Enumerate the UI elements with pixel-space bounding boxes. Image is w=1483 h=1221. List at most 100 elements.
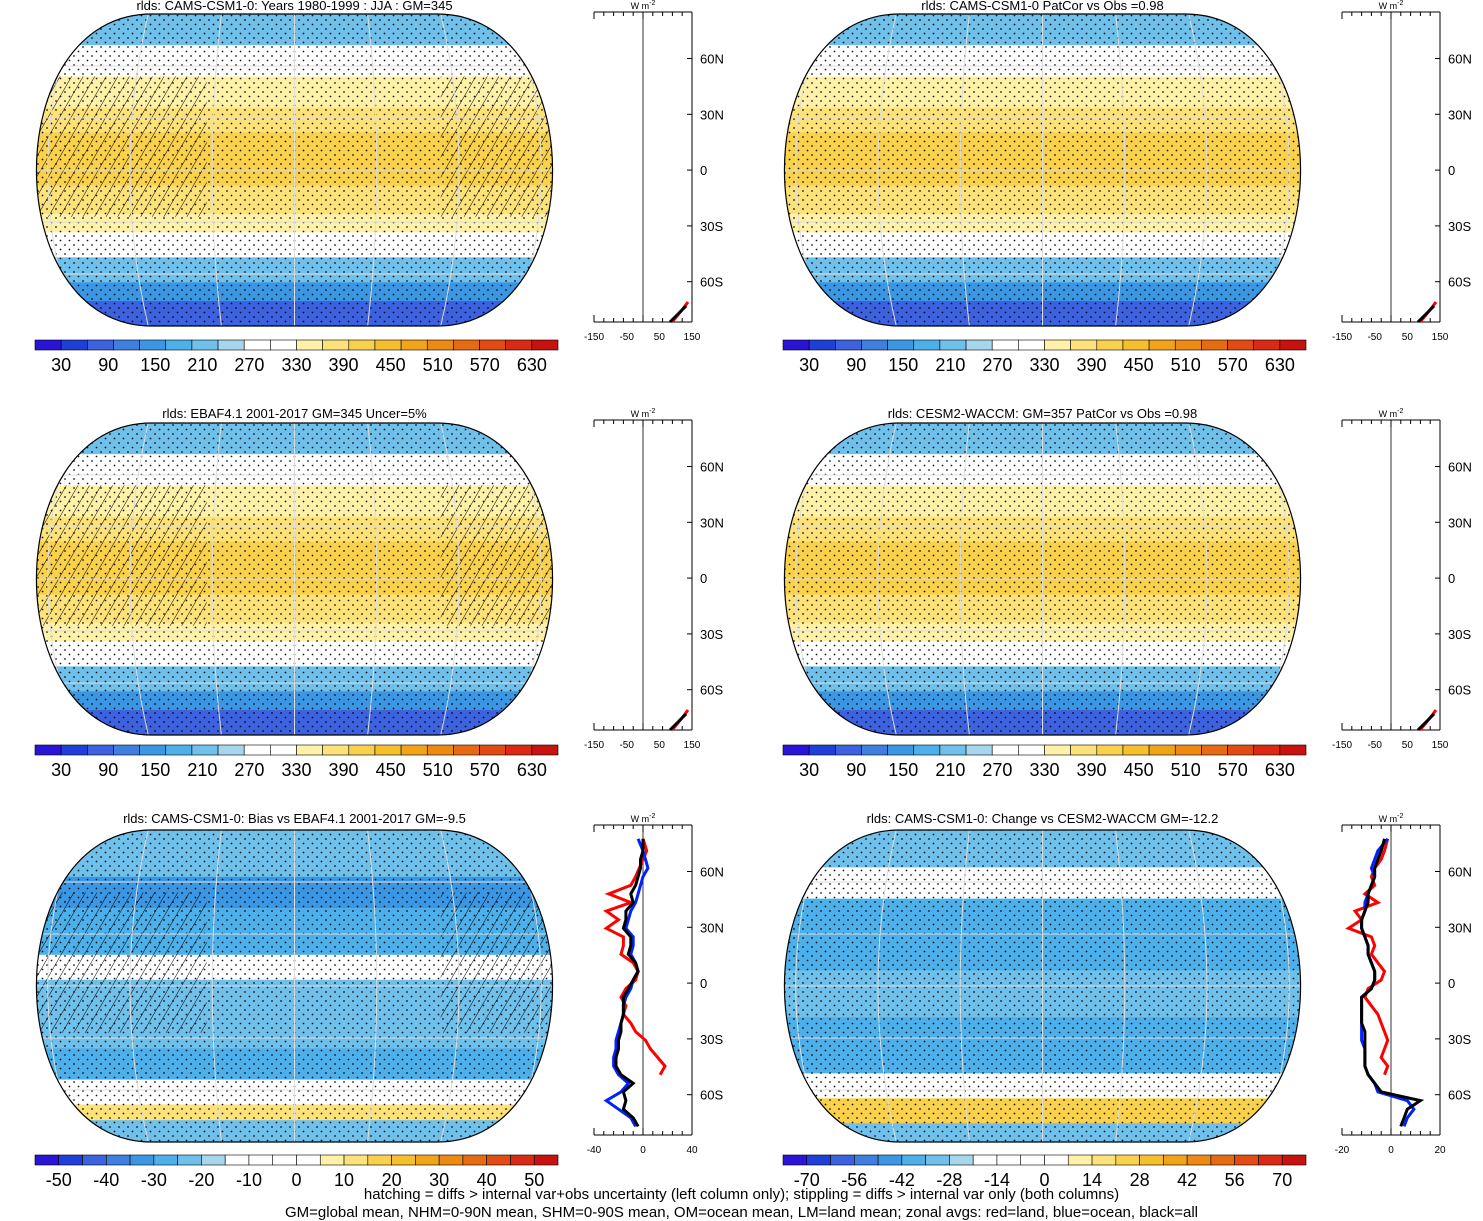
- colorbar-swatch: [887, 339, 915, 351]
- colorbar-swatch: [296, 1154, 321, 1166]
- colorbar-label: 150: [888, 355, 918, 375]
- panel-title: rlds: CESM2-WACCM: GM=357 PatCor vs Obs …: [888, 406, 1197, 421]
- colorbar-swatch: [965, 744, 993, 756]
- lat-label: 0: [1448, 976, 1455, 991]
- map-field: [36, 830, 553, 1142]
- zonal-panel: W m-2 -150 -50 50 150 60N 30N 0 30S 60S: [584, 408, 724, 751]
- zonal-unit-exp: -2: [1397, 813, 1403, 820]
- graticule-lon: [877, 14, 897, 326]
- colorbar-swatch: [462, 1154, 487, 1166]
- graticule-lon: [1115, 14, 1126, 326]
- colorbar-swatch: [217, 744, 245, 756]
- colorbar-swatch: [991, 744, 1019, 756]
- colorbar-swatch: [913, 744, 941, 756]
- lat-label: 60N: [700, 865, 724, 880]
- graticule-lon: [959, 14, 970, 326]
- lat-label: 30N: [1448, 107, 1472, 122]
- zonal-unit-exp: -2: [1397, 0, 1403, 7]
- colorbar-swatch: [533, 1154, 559, 1166]
- zonal-panel: W m-2 -150 -50 50 150 60N 30N 0 30S 60S: [1332, 408, 1472, 751]
- map-outline: [784, 13, 1301, 327]
- colorbar-swatch: [782, 1154, 808, 1166]
- colorbar-swatch: [113, 339, 140, 351]
- zonal-tick-label: -150: [584, 740, 604, 751]
- colorbar-swatch: [400, 744, 428, 756]
- colorbar-label: 90: [98, 355, 118, 375]
- colorbar-label: 150: [140, 355, 170, 375]
- zonal-panel: W m-2 -150 -50 50 150 60N 30N 0 30S 60S: [584, 0, 724, 343]
- colorbar-swatch: [1115, 1154, 1140, 1166]
- colorbar-swatch: [224, 1154, 250, 1166]
- lat-label: 60S: [700, 683, 723, 698]
- zonal-tick-label: -40: [587, 1145, 602, 1156]
- colorbar-swatch: [808, 744, 836, 756]
- colorbar-swatch: [106, 1154, 131, 1166]
- colorbar-swatch: [861, 339, 888, 351]
- colorbar-swatch: [1186, 1154, 1212, 1166]
- zonal-curve-ocean: [1360, 837, 1416, 1127]
- colorbar-swatch: [965, 339, 993, 351]
- colorbar-swatch: [34, 1154, 60, 1166]
- colorbar-swatch: [1020, 1154, 1045, 1166]
- colorbar-swatch: [1148, 339, 1176, 351]
- lat-label: 60S: [1448, 683, 1471, 698]
- colorbar-label: 510: [1171, 760, 1201, 780]
- zonal-tick-label: 150: [1432, 740, 1449, 751]
- hatching: [36, 76, 207, 217]
- colorbar-label: -40: [93, 1170, 119, 1190]
- panel-title: rlds: CAMS-CSM1-0: Years 1980-1999 : JJA…: [136, 0, 452, 13]
- colorbar-label: 570: [470, 355, 500, 375]
- lat-label: 60S: [1448, 1088, 1471, 1103]
- colorbar-swatch: [1258, 1154, 1283, 1166]
- colorbar-swatch: [806, 1154, 831, 1166]
- colorbar-swatch: [1174, 339, 1202, 351]
- zonal-tick-label: -20: [1335, 1145, 1350, 1156]
- colorbar-label: 30: [799, 760, 819, 780]
- colorbar-label: 450: [376, 760, 406, 780]
- colorbar-label: 150: [888, 760, 918, 780]
- colorbar-label: 210: [187, 760, 217, 780]
- colorbar-swatch: [296, 339, 323, 351]
- zonal-unit: W m-2: [1379, 408, 1404, 419]
- colorbar-swatch: [1122, 339, 1150, 351]
- panel-title: rlds: CAMS-CSM1-0: Change vs CESM2-WACCM…: [867, 811, 1219, 826]
- colorbar-swatch: [830, 1154, 855, 1166]
- colorbar-label: 0: [291, 1170, 301, 1190]
- footer-note-1: hatching = diffs > internal var+obs unce…: [363, 1186, 1120, 1203]
- graticule-lon: [211, 830, 222, 1142]
- zonal-unit-exp: -2: [649, 813, 655, 820]
- colorbar-label: -10: [236, 1170, 262, 1190]
- lat-label: 30N: [700, 515, 724, 530]
- colorbar-label: 40: [477, 1170, 497, 1190]
- colorbar-label: 10: [334, 1170, 354, 1190]
- colorbar-swatch: [1163, 1154, 1188, 1166]
- zonal-unit-exp: -2: [649, 0, 655, 7]
- map-field: [36, 423, 553, 735]
- colorbar-swatch: [531, 339, 559, 351]
- zonal-curve-all: [1360, 838, 1425, 1127]
- colorbar-swatch: [925, 1154, 950, 1166]
- colorbar-label: -14: [984, 1170, 1010, 1190]
- colorbar-swatch: [1227, 339, 1255, 351]
- colorbar-swatch: [1018, 339, 1045, 351]
- colorbar-swatch: [1227, 744, 1255, 756]
- colorbar-label: 570: [1218, 355, 1248, 375]
- colorbar-swatch: [1253, 744, 1281, 756]
- lat-label: 60N: [700, 52, 724, 67]
- colorbar-label: 270: [234, 355, 264, 375]
- colorbar-swatch: [1253, 339, 1281, 351]
- colorbar-swatch: [139, 339, 167, 351]
- panel-4: rlds: CESM2-WACCM: GM=357 PatCor vs Obs …: [782, 406, 1472, 780]
- colorbar-swatch: [1210, 1154, 1235, 1166]
- graticule-lon: [1115, 423, 1126, 735]
- colorbar-swatch: [854, 1154, 879, 1166]
- colorbar-label: 90: [846, 760, 866, 780]
- colorbar-label: 390: [1077, 760, 1107, 780]
- zonal-tick-label: 50: [654, 332, 666, 343]
- colorbar-label: -70: [794, 1170, 820, 1190]
- colorbar-swatch: [1067, 1154, 1093, 1166]
- colorbar-swatch: [1279, 339, 1307, 351]
- colorbar-swatch: [1122, 744, 1150, 756]
- zonal-tick-label: 50: [1402, 332, 1414, 343]
- colorbar-swatch: [1148, 744, 1176, 756]
